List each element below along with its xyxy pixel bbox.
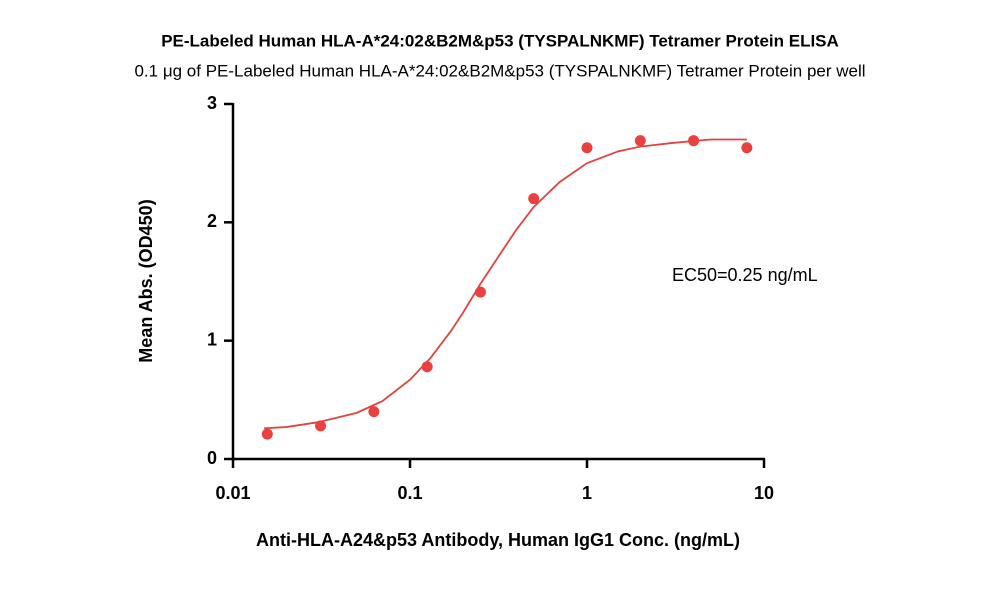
data-point [528, 193, 540, 205]
x-tick-label: 1 [582, 483, 592, 503]
y-tick-label: 0 [207, 448, 217, 468]
data-point [634, 135, 646, 147]
chart-title: PE-Labeled Human HLA-A*24:02&B2M&p53 (TY… [161, 31, 839, 50]
x-tick-label: 0.01 [215, 483, 250, 503]
data-point [368, 406, 380, 418]
data-point [741, 142, 753, 154]
y-tick-label: 1 [207, 329, 217, 349]
x-tick-label: 0.1 [397, 483, 422, 503]
data-point [315, 420, 327, 432]
data-point [261, 428, 273, 440]
data-point [688, 135, 700, 147]
y-tick-label: 3 [207, 93, 217, 113]
data-point [421, 361, 433, 373]
chart-subtitle: 0.1 μg of PE-Labeled Human HLA-A*24:02&B… [134, 61, 865, 80]
data-point [581, 142, 593, 154]
data-point [474, 286, 486, 298]
y-tick-label: 2 [207, 211, 217, 231]
annotation: EC50=0.25 ng/mL [672, 265, 818, 285]
x-tick-label: 10 [754, 483, 774, 503]
y-axis-label: Mean Abs. (OD450) [136, 199, 156, 362]
fit-curve [264, 138, 747, 430]
x-axis-label: Anti-HLA-A24&p53 Antibody, Human IgG1 Co… [256, 530, 740, 550]
